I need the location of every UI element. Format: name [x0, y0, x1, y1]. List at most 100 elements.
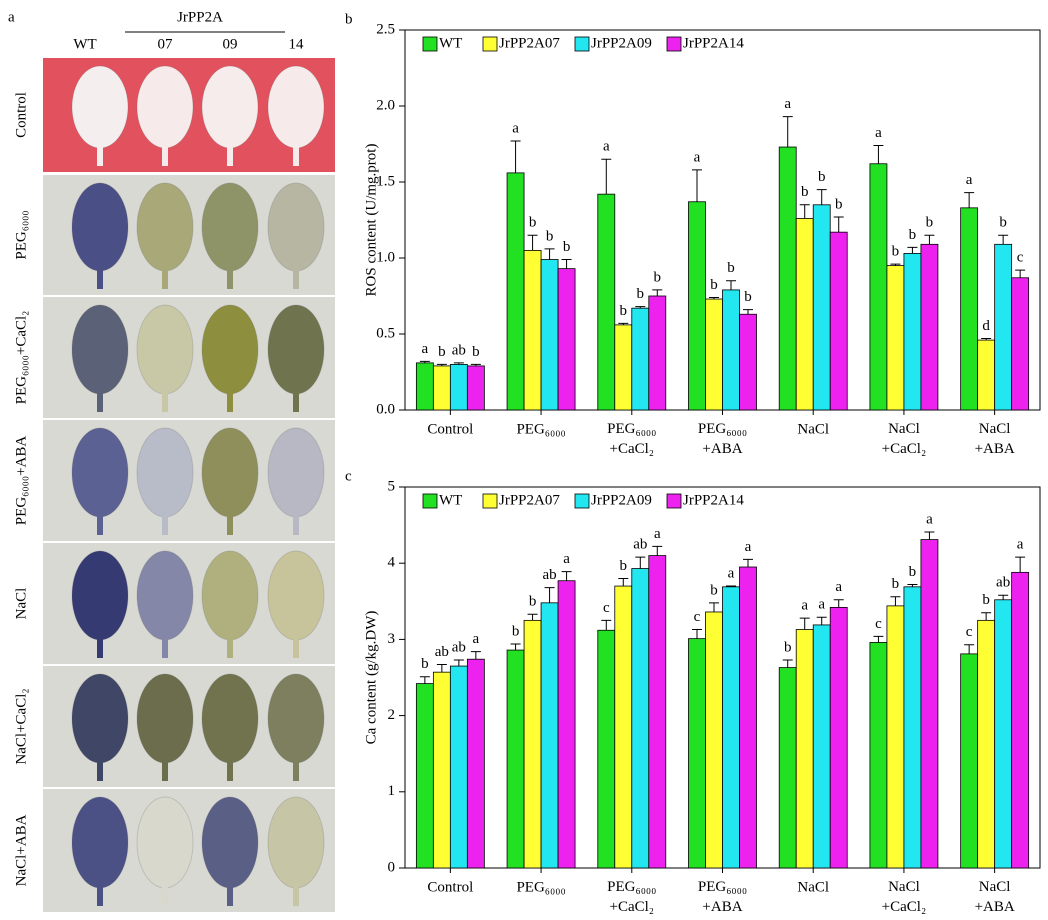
error-bar [1015, 556, 1026, 573]
significance-letter: b [892, 576, 900, 592]
significance-letter: ab [996, 575, 1010, 591]
significance-letter: b [529, 594, 537, 610]
error-bar [618, 322, 629, 325]
leaf-stalk [227, 884, 233, 906]
significance-letter: b [892, 244, 900, 260]
x-tick-label: Control [427, 421, 473, 437]
error-bar [635, 556, 646, 569]
bar [648, 555, 667, 869]
bar [829, 231, 848, 411]
bar [557, 580, 576, 869]
leaf [71, 427, 129, 518]
leaf [267, 796, 325, 889]
error-bar [890, 263, 901, 266]
error-bar [998, 234, 1009, 245]
leaf [136, 673, 194, 764]
y-tick-label: 0.0 [376, 401, 395, 417]
leaf-stalk [227, 267, 233, 289]
error-bar [561, 259, 572, 269]
leaf [201, 673, 259, 764]
legend-swatch [574, 36, 590, 52]
leaf [71, 182, 129, 272]
group-label: JrPP2A [177, 9, 223, 25]
leaf [71, 550, 129, 641]
significance-letter: c [603, 600, 610, 616]
leaf-stalk [162, 636, 168, 658]
leaf [201, 304, 259, 395]
x-tick-label: NaCl [797, 421, 829, 437]
significance-letter: a [801, 598, 808, 614]
bar [597, 193, 616, 411]
significance-letter: b [546, 228, 554, 244]
leaf [136, 65, 194, 149]
leaf-stalk [293, 636, 299, 658]
error-bar [510, 643, 521, 651]
bar [903, 586, 922, 869]
error-bar [726, 280, 736, 290]
significance-letter: b [421, 656, 429, 672]
significance-letter: a [654, 526, 661, 542]
error-bar [833, 216, 844, 233]
bar [540, 602, 559, 869]
bar [648, 295, 667, 411]
significance-letter: b [654, 269, 662, 285]
error-bar [833, 599, 844, 608]
column-label: 07 [158, 36, 174, 52]
bar [778, 146, 797, 411]
significance-letter: b [727, 260, 735, 276]
significance-letter: a [422, 341, 429, 357]
leaf [136, 550, 194, 641]
significance-letter: a [875, 125, 882, 141]
bar [722, 289, 740, 411]
significance-letter: ab [452, 639, 466, 655]
significance-letter: ab [435, 644, 449, 660]
bar [1011, 277, 1030, 411]
significance-letter: b [784, 639, 792, 655]
significance-letter: a [818, 597, 825, 613]
error-bar [436, 363, 447, 366]
y-tick-label: 0.5 [376, 325, 395, 341]
error-bar [561, 571, 572, 581]
legend-swatch [666, 493, 682, 509]
leaf-stalk [227, 144, 233, 166]
x-tick-label: Control [427, 879, 473, 895]
error-bar [890, 596, 901, 606]
bar [449, 363, 468, 411]
bar [722, 586, 740, 869]
leaf-stalk [227, 513, 233, 535]
significance-letter: c [694, 609, 701, 625]
leaf [71, 673, 129, 764]
y-axis-title: Ca content (g/kg.DW) [363, 611, 379, 745]
bar [415, 362, 434, 411]
leaf [201, 427, 259, 518]
bar [705, 611, 723, 869]
bar [688, 638, 706, 869]
legend-label: JrPP2A09 [591, 35, 652, 51]
error-bar [782, 116, 793, 148]
y-tick-label: 2.5 [376, 21, 395, 37]
bar [920, 539, 939, 869]
x-tick-label: PEG₆₀₀₀ +CaCl₂ [607, 879, 656, 915]
bar [705, 298, 723, 411]
bar [1011, 571, 1030, 869]
leaf-stalk [293, 759, 299, 781]
error-bar [907, 246, 918, 254]
significance-letter: a [728, 565, 735, 581]
significance-letter: b [438, 344, 446, 360]
legend-swatch [482, 36, 498, 52]
leaf-stalk [162, 884, 168, 906]
bar [994, 243, 1013, 411]
error-bar [964, 644, 975, 654]
bar [778, 667, 797, 869]
significance-letter: b [563, 239, 571, 255]
error-bar [799, 204, 810, 219]
significance-letter: c [875, 616, 882, 632]
error-bar [964, 192, 975, 208]
legend-swatch [666, 36, 682, 52]
significance-letter: ab [633, 537, 647, 553]
bar [506, 649, 525, 869]
bar [540, 259, 559, 411]
leaf-stalk [162, 267, 168, 289]
significance-letter: ab [542, 567, 556, 583]
bar [994, 599, 1013, 869]
